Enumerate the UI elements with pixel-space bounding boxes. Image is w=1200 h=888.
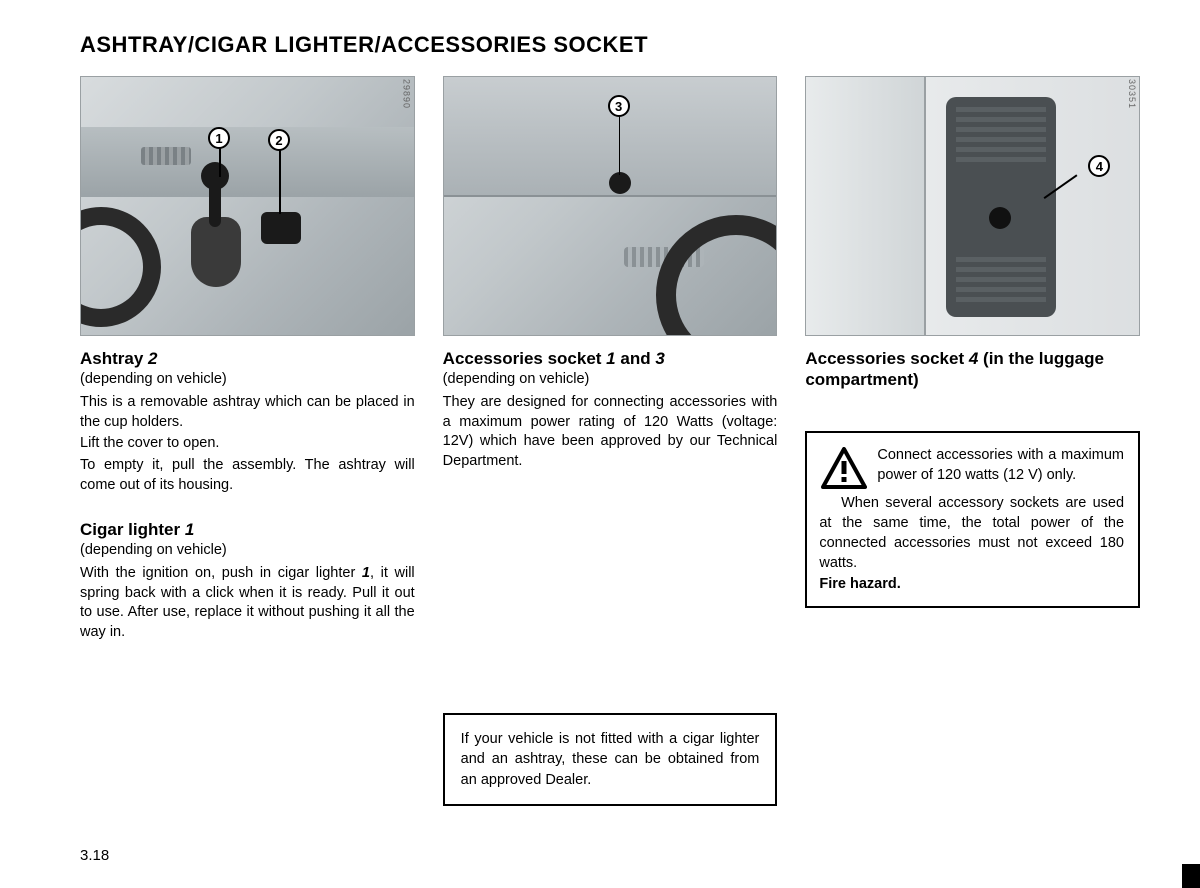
cigar-p1-num: 1: [362, 565, 370, 581]
cigar-subnote: (depending on vehicle): [80, 542, 415, 558]
leader-1: [219, 147, 221, 177]
door-vents-bottom: [956, 257, 1046, 307]
page-number: 3.18: [80, 847, 109, 864]
ashtray-heading-text: Ashtray: [80, 349, 148, 368]
socket13-p1: They are designed for connecting accesso…: [443, 393, 778, 471]
door-edge: [806, 77, 926, 336]
ashtray-heading: Ashtray 2: [80, 348, 415, 369]
corner-mark: [1182, 864, 1200, 888]
socket-3: [609, 172, 631, 194]
column-1: 29890 1 2 Ashtray 2 (depending on vehicl…: [80, 76, 415, 806]
door-vents-top: [956, 107, 1046, 167]
vent-icon: [141, 147, 191, 165]
socket13-heading-pre: Accessories socket: [443, 349, 607, 368]
steering-wheel-2-icon: [656, 215, 777, 336]
figure-3: 30351 4: [805, 76, 1140, 336]
ashtray-p3: To empty it, pull the assembly. The asht…: [80, 456, 415, 495]
ashtray-p2: Lift the cover to open.: [80, 434, 415, 454]
content-columns: 29890 1 2 Ashtray 2 (depending on vehicl…: [80, 76, 1140, 806]
warn-line1: Connect accessories with a maximum power…: [877, 447, 1124, 483]
dashboard-shelf: [81, 127, 414, 197]
ashtray-subnote: (depending on vehicle): [80, 371, 415, 387]
socket13-mid: and: [616, 349, 656, 368]
gear-boot: [191, 217, 241, 287]
page-title: ASHTRAY/CIGAR LIGHTER/ACCESSORIES SOCKET: [80, 32, 1140, 58]
figure-3-ref: 30351: [1127, 79, 1137, 109]
ashtray-p1: This is a removable ashtray which can be…: [80, 393, 415, 432]
warning-box: Connect accessories with a maximum power…: [805, 431, 1140, 608]
callout-3: 3: [608, 95, 630, 117]
warn-line2: When several accessory sockets are used …: [819, 493, 1124, 574]
leader-3: [619, 115, 621, 175]
ashtray-cup: [261, 212, 301, 244]
cigar-heading: Cigar lighter 1: [80, 519, 415, 540]
callout-2: 2: [268, 129, 290, 151]
warning-icon: [819, 445, 869, 491]
socket4-num: 4: [969, 349, 978, 368]
cigar-p1: With the ignition on, push in cigar ligh…: [80, 564, 415, 642]
figure-1-ref: 29890: [402, 79, 412, 109]
socket13-heading: Accessories socket 1 and 3: [443, 348, 778, 369]
column-3: 30351 4 Accessories socket 4 (in the lug…: [805, 76, 1140, 806]
cigar-p1a: With the ignition on, push in cigar ligh…: [80, 565, 362, 581]
socket13-num2: 3: [655, 349, 664, 368]
column-2: 30390 3 Accessories socket 1 and 3 (depe…: [443, 76, 778, 806]
steering-wheel-icon: [80, 207, 161, 327]
figure-1: 29890 1 2: [80, 76, 415, 336]
dealer-info-box: If your vehicle is not fitted with a cig…: [443, 713, 778, 806]
leader-2: [279, 149, 281, 214]
cigar-heading-text: Cigar lighter: [80, 520, 185, 539]
callout-4: 4: [1088, 155, 1110, 177]
figure-2: 30390 3: [443, 76, 778, 336]
socket4-heading-pre: Accessories socket: [805, 349, 969, 368]
callout-1: 1: [208, 127, 230, 149]
cigar-heading-num: 1: [185, 520, 194, 539]
ashtray-heading-num: 2: [148, 349, 157, 368]
socket4-heading: Accessories socket 4 (in the luggage com…: [805, 348, 1140, 391]
socket13-num1: 1: [606, 349, 615, 368]
gear-knob: [201, 162, 229, 190]
warn-line3: Fire hazard.: [819, 576, 900, 592]
socket13-subnote: (depending on vehicle): [443, 371, 778, 387]
